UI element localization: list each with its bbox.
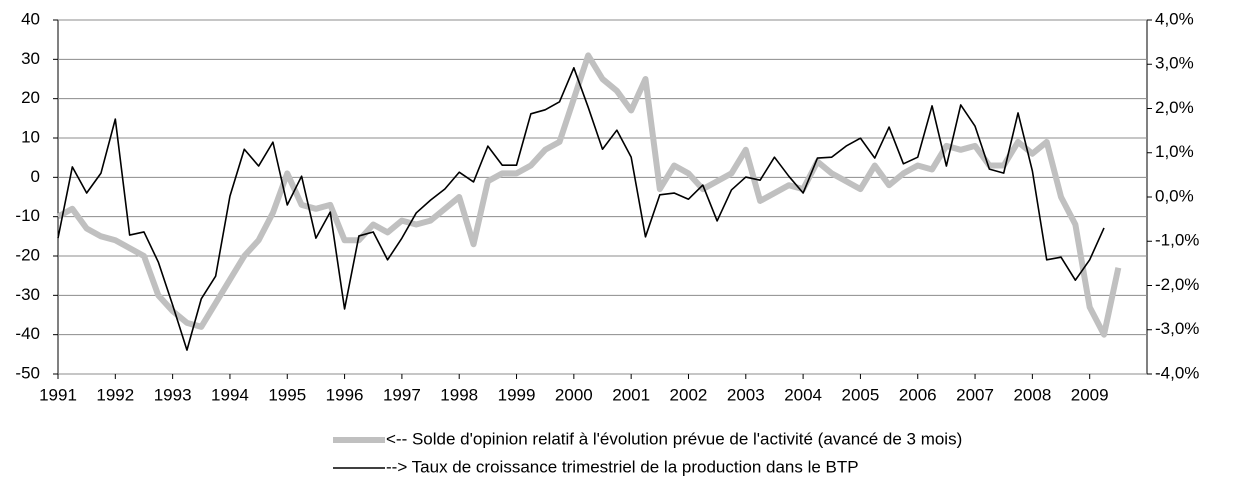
y2-tick-label: -4,0% (1155, 363, 1199, 382)
y2-tick-label: 0,0% (1155, 186, 1194, 205)
x-tick-label: 2008 (1013, 385, 1051, 404)
x-tick-label: 2009 (1071, 385, 1109, 404)
y2-tick-label: 3,0% (1155, 54, 1194, 73)
x-tick-label: 2005 (842, 385, 880, 404)
x-tick-label: 2000 (555, 385, 593, 404)
y2-tick-label: 1,0% (1155, 142, 1194, 161)
y-tick-label: 0 (31, 167, 40, 186)
x-tick-label: 2006 (899, 385, 937, 404)
x-tick-label: 2007 (956, 385, 994, 404)
y-tick-label: 20 (21, 88, 40, 107)
x-tick-label: 1997 (383, 385, 421, 404)
x-tick-label: 1999 (498, 385, 536, 404)
y-tick-label: 10 (21, 127, 40, 146)
x-tick-label: 2002 (670, 385, 708, 404)
y-tick-label: -20 (15, 245, 40, 264)
y2-tick-label: -3,0% (1155, 319, 1199, 338)
y2-tick-label: 2,0% (1155, 98, 1194, 117)
y2-tick-label: -2,0% (1155, 275, 1199, 294)
legend-label: <-- Solde d'opinion relatif à l'évolutio… (386, 429, 962, 448)
x-tick-label: 2003 (727, 385, 765, 404)
y2-tick-label: -1,0% (1155, 231, 1199, 250)
x-tick-label: 2004 (784, 385, 822, 404)
plot-area (57, 19, 1148, 375)
x-tick-label: 1995 (268, 385, 306, 404)
y-tick-label: 30 (21, 49, 40, 68)
x-tick-label: 1991 (39, 385, 77, 404)
y2-tick-label: 4,0% (1155, 9, 1194, 28)
x-tick-label: 1998 (440, 385, 478, 404)
y-tick-label: -50 (15, 363, 40, 382)
y-tick-label: -10 (15, 206, 40, 225)
y-tick-label: -40 (15, 324, 40, 343)
x-tick-label: 1996 (326, 385, 364, 404)
legend-label: --> Taux de croissance trimestriel de la… (386, 457, 859, 476)
series-line (56, 52, 1122, 338)
series-line (57, 66, 1105, 351)
y-tick-label: 40 (21, 9, 40, 28)
x-tick-label: 1994 (211, 385, 249, 404)
x-tick-label: 2001 (612, 385, 650, 404)
x-tick-label: 1993 (154, 385, 192, 404)
y-tick-label: -30 (15, 285, 40, 304)
x-tick-label: 1992 (96, 385, 134, 404)
